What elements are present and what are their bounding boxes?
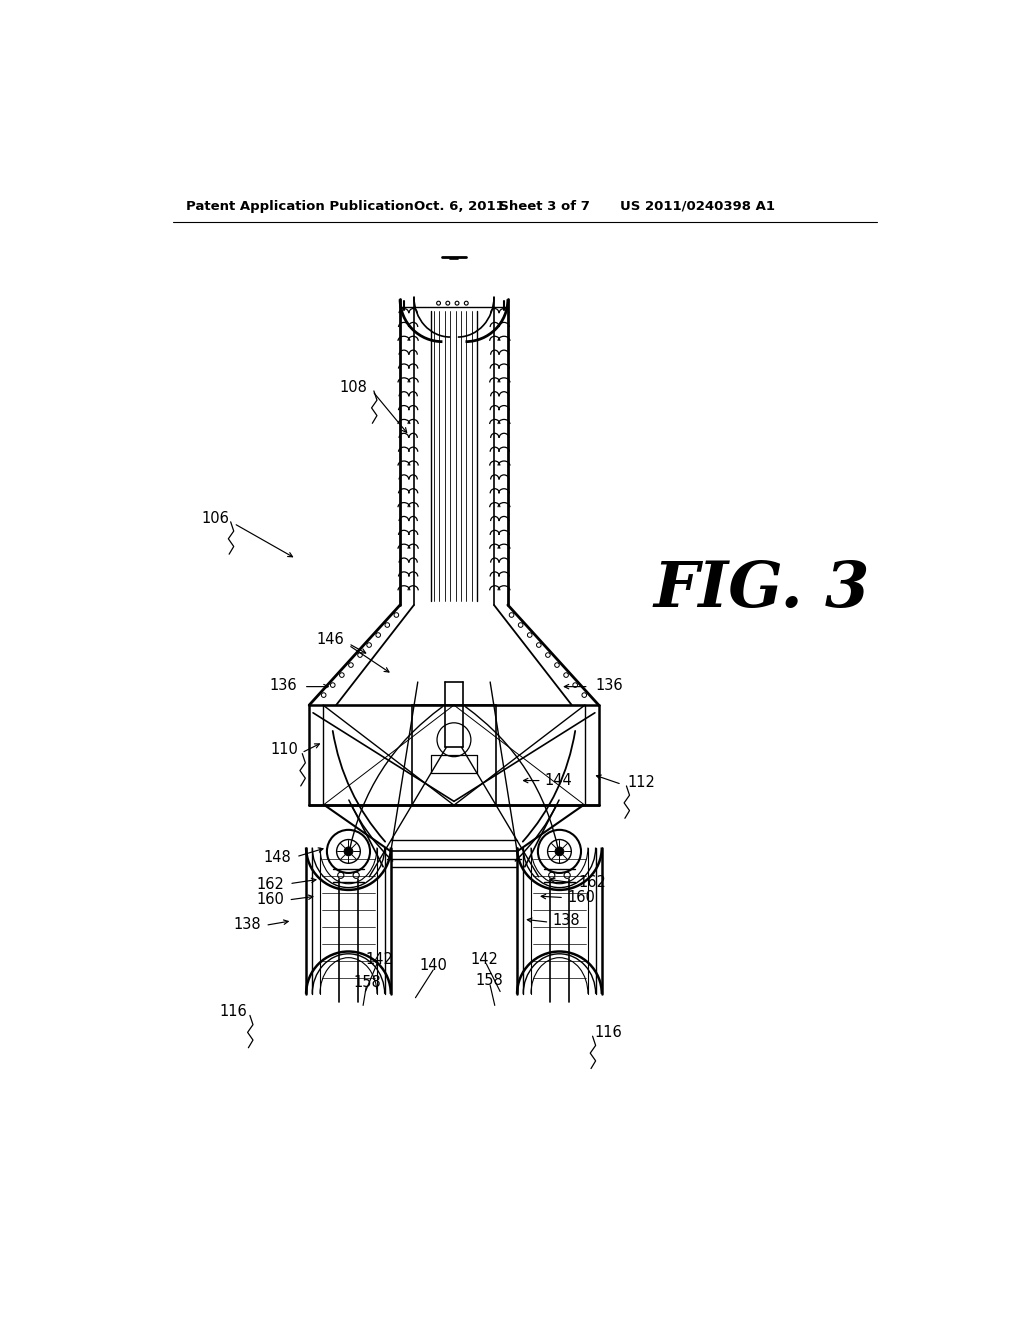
- Text: 148: 148: [263, 850, 291, 865]
- Text: Patent Application Publication: Patent Application Publication: [186, 199, 414, 213]
- Text: 116: 116: [594, 1024, 622, 1040]
- Text: 112: 112: [628, 775, 655, 789]
- Text: 138: 138: [233, 917, 261, 932]
- Text: 160: 160: [257, 892, 285, 907]
- Text: 162: 162: [579, 875, 606, 890]
- Text: 158: 158: [475, 973, 503, 989]
- Text: 142: 142: [366, 952, 393, 966]
- Text: US 2011/0240398 A1: US 2011/0240398 A1: [620, 199, 774, 213]
- Text: FIG. 3: FIG. 3: [653, 558, 870, 620]
- Text: 160: 160: [568, 890, 596, 906]
- Text: 136: 136: [269, 678, 297, 693]
- Circle shape: [555, 847, 564, 855]
- Text: 138: 138: [553, 913, 581, 928]
- Text: 140: 140: [419, 958, 447, 973]
- Text: 136: 136: [596, 678, 624, 693]
- Text: 144: 144: [545, 774, 572, 788]
- Text: Oct. 6, 2011: Oct. 6, 2011: [414, 199, 505, 213]
- Circle shape: [344, 847, 353, 855]
- Text: 106: 106: [202, 511, 229, 527]
- Text: 162: 162: [257, 876, 285, 892]
- Text: 158: 158: [353, 974, 381, 990]
- Text: 146: 146: [316, 632, 345, 647]
- Text: 108: 108: [340, 380, 368, 396]
- Text: Sheet 3 of 7: Sheet 3 of 7: [490, 199, 590, 213]
- Text: 142: 142: [471, 952, 499, 966]
- Text: 116: 116: [220, 1005, 248, 1019]
- Text: 110: 110: [270, 742, 298, 758]
